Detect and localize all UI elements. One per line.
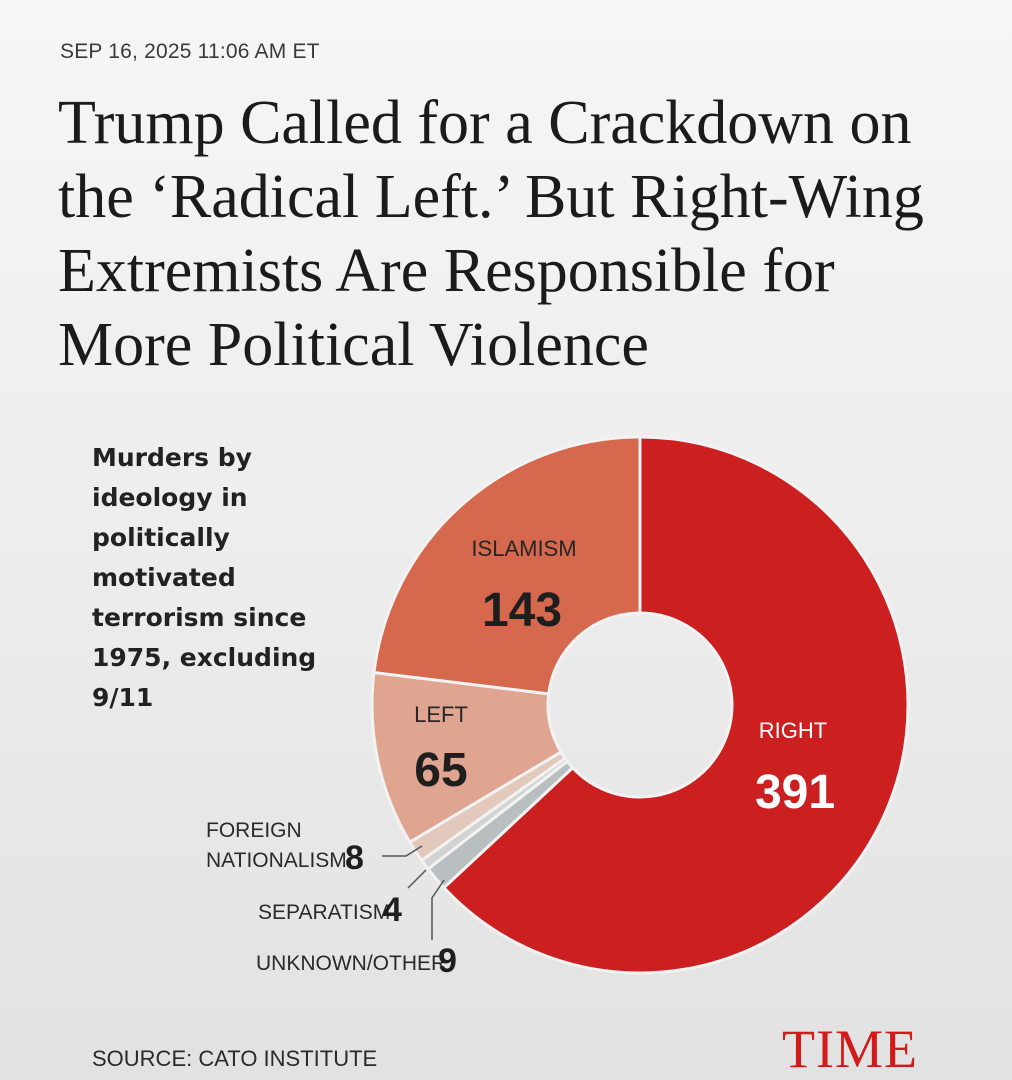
slice-value-right: 391 xyxy=(755,766,835,819)
slice-label-right: RIGHT xyxy=(759,718,827,743)
leader-foreign-nationalism xyxy=(382,845,423,857)
slice-label-separatism: SEPARATISM xyxy=(258,901,390,924)
slice-label-left: LEFT xyxy=(414,702,468,727)
leader-separatism xyxy=(407,869,427,889)
slice-value-separatism: 4 xyxy=(383,891,402,929)
slice-left xyxy=(370,670,564,845)
leader-lines xyxy=(382,845,445,940)
slice-label-islamism: ISLAMISM xyxy=(471,536,576,561)
article-headline: Trump Called for a Crackdown on the ‘Rad… xyxy=(58,89,924,379)
slice-label-foreign-nationalism-line1: FOREIGN xyxy=(206,819,302,842)
slice-right xyxy=(441,435,910,975)
slice-label-unknown-other: UNKNOWN/OTHER xyxy=(256,952,446,975)
slice-label-foreign-nationalism-line2: NATIONALISM xyxy=(206,849,347,872)
slice-value-islamism: 143 xyxy=(482,584,562,637)
slice-islamism xyxy=(372,435,642,696)
slice-value-unknown-other: 9 xyxy=(438,942,457,980)
time-logo: TIME xyxy=(782,1019,918,1079)
leader-unknown-other xyxy=(431,879,445,940)
source-credit: SOURCE: CATO INSTITUTE xyxy=(92,1046,378,1071)
slice-value-foreign-nationalism: 8 xyxy=(345,839,364,877)
donut-slices xyxy=(370,435,910,975)
article-dateline: SEP 16, 2025 11:06 AM ET xyxy=(60,40,320,63)
chart-title: Murders by ideology in politically motiv… xyxy=(92,443,317,712)
slice-value-left: 65 xyxy=(414,744,467,797)
slice-labels: RIGHT 391 ISLAMISM 143 LEFT 65 FOREIGN N… xyxy=(206,536,835,980)
